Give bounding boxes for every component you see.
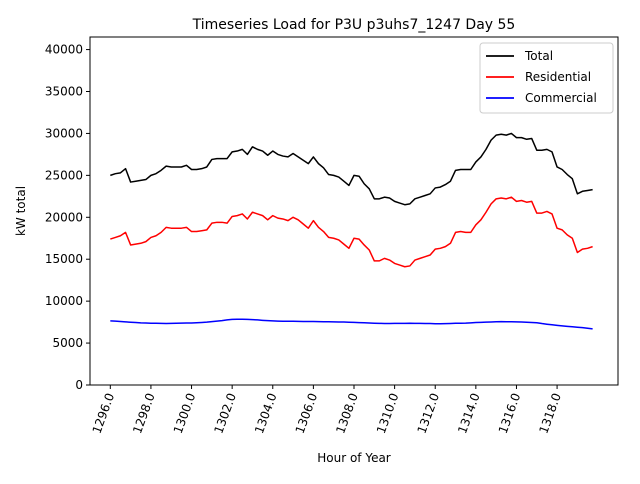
- legend-box: [479, 42, 614, 114]
- y-tick-label: 5000: [52, 336, 83, 350]
- y-tick-label: 20000: [45, 210, 83, 224]
- series-layer: [110, 132, 593, 330]
- y-axis-label: kW total: [14, 186, 28, 236]
- series-line-commercial: [110, 318, 593, 330]
- legend-label: Commercial: [525, 91, 597, 105]
- plot-frame: [89, 36, 619, 386]
- x-axis-label: Hour of Year: [317, 451, 391, 465]
- y-tick-label: 35000: [45, 85, 83, 99]
- chart-title: Timeseries Load for P3U p3uhs7_1247 Day …: [192, 17, 516, 33]
- legend-label: Residential: [525, 70, 591, 84]
- y-tick-label: 15000: [45, 252, 83, 266]
- legend-label: Total: [524, 49, 553, 63]
- y-tick-label: 10000: [45, 294, 83, 308]
- y-tick-label: 30000: [45, 126, 83, 140]
- legend: Total Residential Commercial: [479, 42, 614, 114]
- y-tick-label: 25000: [45, 168, 83, 182]
- y-tick-label: 0: [75, 378, 83, 392]
- y-axis: 0 5000 10000 15000 20000 25000 30000 35000 40000: [45, 43, 90, 392]
- series-line-total: [110, 132, 593, 206]
- series-line-residential: [110, 196, 593, 268]
- y-tick-label: 40000: [45, 43, 83, 57]
